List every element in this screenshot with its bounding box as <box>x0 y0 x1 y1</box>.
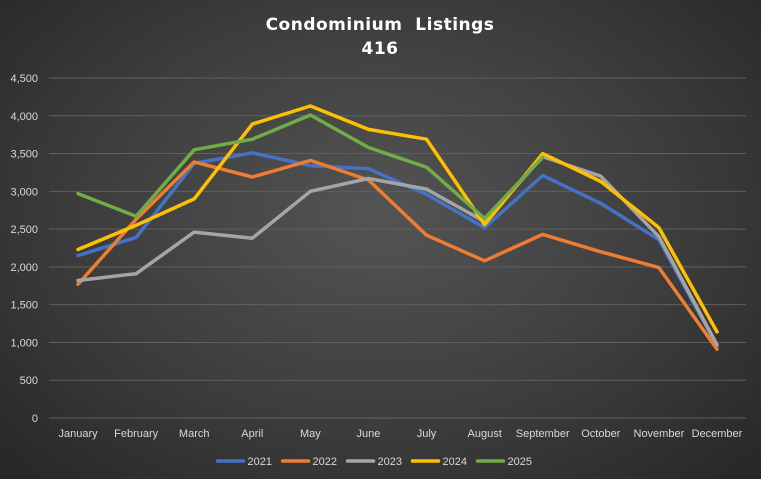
legend-label: 2023 <box>378 456 402 468</box>
series-line-2023 <box>76 154 719 347</box>
y-tick-label: 3,000 <box>10 186 38 198</box>
x-tick-label: March <box>179 428 210 440</box>
y-tick-label: 3,500 <box>10 149 38 161</box>
y-tick-label: 1,000 <box>10 337 38 349</box>
y-tick-label: 2,500 <box>10 224 38 236</box>
legend-label: 2021 <box>248 456 272 468</box>
x-tick-label: October <box>581 428 620 440</box>
legend-label: 2025 <box>508 456 532 468</box>
series-line-2022 <box>76 158 719 351</box>
y-tick-label: 4,500 <box>10 73 38 85</box>
chart-title: Condominium Listings <box>266 15 495 35</box>
x-tick-label: April <box>241 428 263 440</box>
x-tick-label: June <box>357 428 381 440</box>
y-tick-label: 0 <box>32 413 38 425</box>
x-tick-label: August <box>468 428 502 440</box>
series-line-2021 <box>76 151 719 348</box>
chart-subtitle: 416 <box>362 39 399 59</box>
legend-label: 2022 <box>313 456 337 468</box>
y-tick-label: 2,000 <box>10 262 38 274</box>
series-line-2025 <box>76 113 545 221</box>
x-tick-label: December <box>692 428 743 440</box>
gridlines <box>49 77 746 419</box>
x-tick-label: February <box>114 428 159 440</box>
x-tick-label: July <box>417 428 437 440</box>
x-tick-label: January <box>58 428 98 440</box>
y-axis-tick-labels: 0 500 1,000 1,500 2,000 2,500 3,000 3,500 4,000 4… <box>10 73 38 425</box>
y-tick-label: 4,000 <box>10 111 38 123</box>
x-axis-tick-labels: January February March April May June July Augu… <box>58 428 742 440</box>
series-line-2024 <box>76 104 719 334</box>
x-tick-label: September <box>516 428 570 440</box>
x-tick-label: November <box>634 428 685 440</box>
y-tick-label: 1,500 <box>10 300 38 312</box>
legend-label: 2024 <box>443 456 467 468</box>
series-lines <box>76 104 719 351</box>
y-tick-label: 500 <box>20 375 38 387</box>
x-tick-label: May <box>300 428 321 440</box>
legend: 2021 2022 2023 2024 2025 <box>215 456 532 468</box>
